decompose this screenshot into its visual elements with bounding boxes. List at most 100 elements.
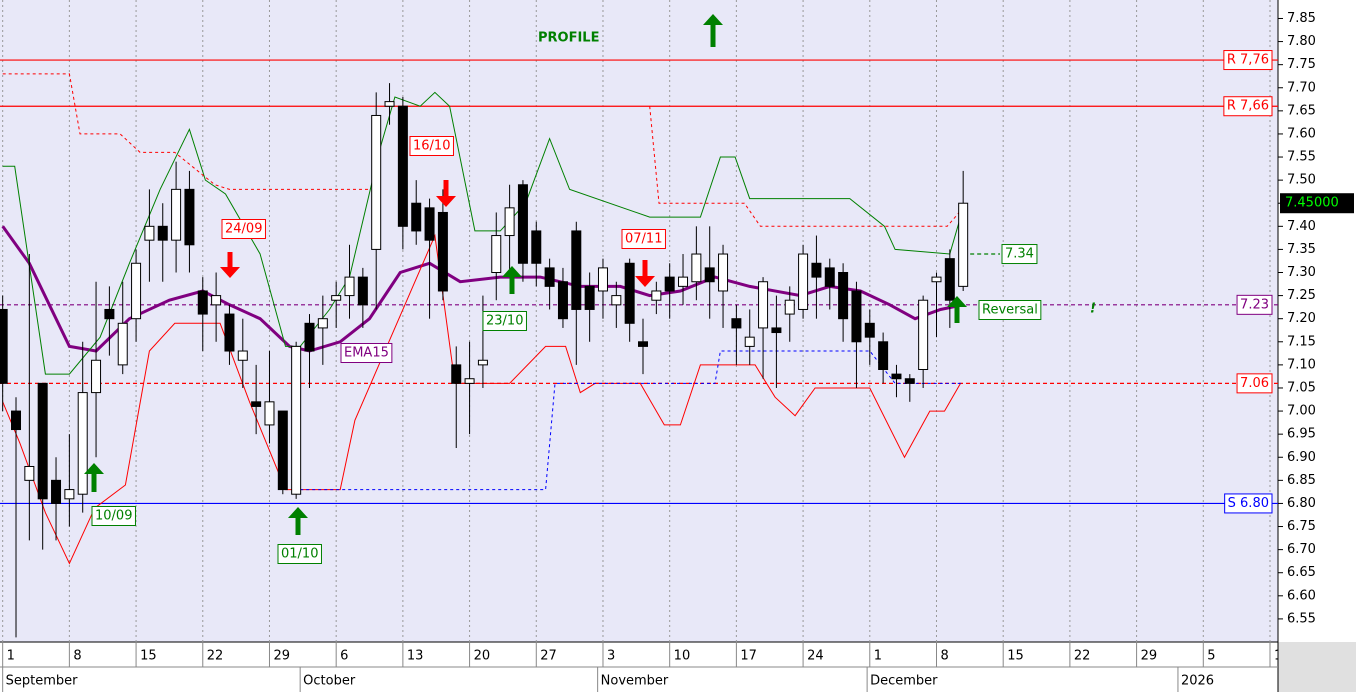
candle-body [77, 392, 88, 495]
last-price-label: 7.45000 [1285, 196, 1339, 211]
x-tick-label: 1 [874, 649, 882, 664]
level-label: S 6.80 [1228, 496, 1269, 511]
candle-body [691, 253, 702, 283]
last-price-box [1280, 193, 1354, 214]
ema-label-box [340, 343, 393, 363]
candle-body [117, 322, 128, 366]
x-tick-label: 8 [940, 649, 948, 664]
signal-label: 10/09 [95, 509, 132, 524]
indicator-line [300, 350, 964, 491]
candle-body [304, 322, 315, 352]
signal-label-box [978, 300, 1042, 320]
signal-label: Reversal [982, 303, 1038, 318]
candle-body [264, 401, 275, 426]
y-tick-label: 7.30 [1287, 265, 1316, 280]
candle-body [291, 345, 302, 495]
candle-body [704, 267, 715, 283]
candle-body [944, 258, 955, 301]
y-tick-label: 7.05 [1287, 380, 1316, 395]
y-tick-label: 7.10 [1287, 357, 1316, 372]
x-tick-label: 29 [273, 649, 290, 664]
x-tick-label: 10 [674, 649, 691, 664]
candle-body [357, 276, 368, 306]
month-label: 2026 [1181, 674, 1214, 689]
x-tick-label: 5 [1207, 649, 1215, 664]
level-label-box [1223, 96, 1273, 117]
candle-body [131, 262, 142, 320]
candle-body [371, 114, 382, 250]
month-label: November [601, 674, 669, 689]
x-tick-label: 12 [1274, 649, 1291, 664]
exclamation: ! [1090, 302, 1096, 317]
candle-body [771, 327, 782, 334]
y-tick-label: 7.20 [1287, 311, 1316, 326]
candle-body [37, 382, 48, 500]
overlay: R 7,76 R 7,66 7.23 7.06 S 6.80 7.34 EMA15 10/09… [84, 14, 1273, 564]
candle-body [104, 308, 115, 320]
signal-label: 07/11 [625, 232, 662, 247]
y-tick-label: 7.70 [1287, 80, 1316, 95]
candle-body [331, 295, 342, 301]
indicator-line [2, 73, 964, 227]
signal-arrow [288, 507, 308, 535]
y-tick-label: 6.80 [1287, 496, 1316, 511]
candle-body [958, 202, 969, 287]
candle-body [864, 322, 875, 338]
candle-body [758, 281, 769, 329]
signal-label: 16/10 [413, 139, 450, 154]
candle-body [798, 253, 809, 310]
candle-body [904, 378, 915, 384]
signal-label-box [221, 219, 266, 239]
signal-label-box [409, 136, 454, 156]
signal-label-box [91, 506, 136, 526]
candle-body [504, 207, 515, 237]
candle-body [411, 202, 422, 232]
month-label: October [303, 674, 356, 689]
candle-body [611, 295, 622, 306]
x-tick-label: 1 [7, 649, 15, 664]
signal-arrow [947, 296, 967, 323]
x-tick-label: 15 [1007, 649, 1024, 664]
candle-body [24, 465, 35, 481]
y-tick-label: 6.55 [1287, 611, 1316, 626]
candle-body [744, 336, 755, 347]
candle-body [491, 235, 502, 274]
candle-body [64, 489, 75, 500]
x-tick-label: 27 [540, 649, 557, 664]
signal-label: 01/10 [281, 547, 318, 562]
y-tick-label: 7.50 [1287, 173, 1316, 188]
ema-label: EMA15 [344, 346, 389, 361]
x-tick-label: 17 [740, 649, 757, 664]
candle-body [344, 276, 355, 297]
candle-body [718, 253, 729, 292]
candle-body [157, 225, 168, 241]
candle-body [584, 285, 595, 310]
candle-body [931, 276, 942, 283]
signal-label: 23/10 [486, 314, 523, 329]
candle-body [624, 262, 635, 324]
candle-body [437, 211, 448, 292]
month-label: September [6, 674, 79, 689]
candle-body [91, 359, 102, 394]
y-tick-label: 6.90 [1287, 450, 1316, 465]
x-tick-label: 3 [607, 649, 615, 664]
month-label: December [870, 674, 938, 689]
candle-body [678, 276, 689, 287]
candle-body [838, 272, 849, 320]
candle-body [384, 101, 395, 107]
signal-arrow [84, 463, 104, 492]
candle-body [184, 188, 195, 246]
x-tick-label: 29 [1141, 649, 1158, 664]
level-label: 7.23 [1240, 297, 1269, 312]
candle-body [571, 230, 582, 310]
y-tick-label: 7.65 [1287, 103, 1316, 118]
x-tick-label: 22 [207, 649, 224, 664]
candle-body [51, 479, 62, 504]
candle-body [424, 207, 435, 241]
y-tick-label: 6.85 [1287, 473, 1316, 488]
candle-body [224, 313, 235, 352]
y-tick-label: 6.65 [1287, 565, 1316, 580]
candle-body [464, 378, 475, 384]
x-tick-label: 20 [474, 649, 491, 664]
